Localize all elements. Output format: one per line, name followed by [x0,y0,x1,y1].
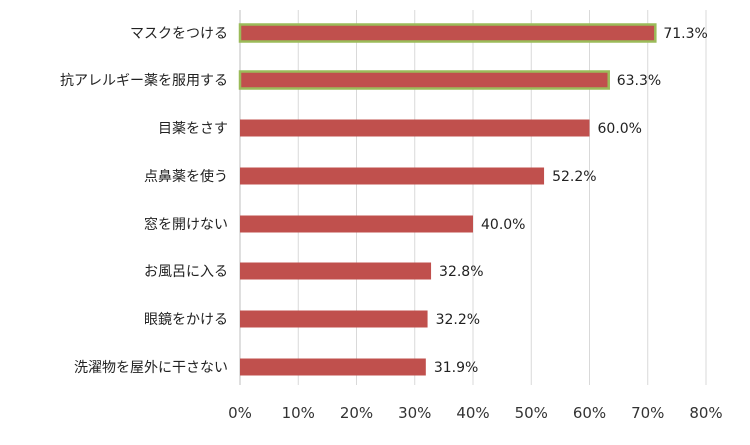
bar [238,23,657,43]
value-label: 32.8% [439,264,483,280]
grid-lines [239,10,707,385]
value-label: 32.2% [436,312,480,328]
category-label: 窓を開けない [144,216,228,233]
x-tick-label: 10% [282,404,315,422]
value-label: 52.2% [552,169,596,185]
x-axis: 0% 10% 20% 30% 40% 50% 60% 70% 80% [228,10,723,422]
category-labels: マスクをつける抗アレルギー薬を服用する目薬をさす点鼻薬を使う窓を開けないお風呂に… [60,26,228,376]
x-tick-label: 80% [689,404,722,422]
bar [240,119,590,137]
bar [240,167,545,185]
bar [240,215,473,233]
category-label: 抗アレルギー薬を服用する [60,73,228,89]
x-tick-label: 60% [573,404,606,422]
value-label: 63.3% [617,73,661,89]
x-tick-label: 0% [228,404,252,422]
x-tick-label: 50% [515,404,548,422]
x-tick-label: 70% [631,404,664,422]
x-tick-label: 30% [398,404,431,422]
value-label: 31.9% [434,360,478,376]
category-label: マスクをつける [130,26,228,42]
bar [240,262,432,280]
bar [240,358,426,376]
category-label: お風呂に入る [144,264,228,280]
value-label: 60.0% [598,121,642,137]
category-label: 洗濯物を屋外に干さない [74,360,228,376]
bar [240,310,428,328]
x-tick-label: 20% [340,404,373,422]
value-label: 71.3% [663,26,707,42]
value-label: 40.0% [481,217,525,233]
value-labels: 71.3% 63.3% 60.0% 52.2% 40.0% 32.8% 32.2% 31.9% [434,26,708,376]
category-label: 眼鏡をかける [144,312,228,328]
category-label: 目薬をさす [158,121,228,137]
bars [238,23,657,376]
x-tick-label: 40% [456,404,489,422]
category-label: 点鼻薬を使う [144,168,228,185]
bar [238,70,610,90]
